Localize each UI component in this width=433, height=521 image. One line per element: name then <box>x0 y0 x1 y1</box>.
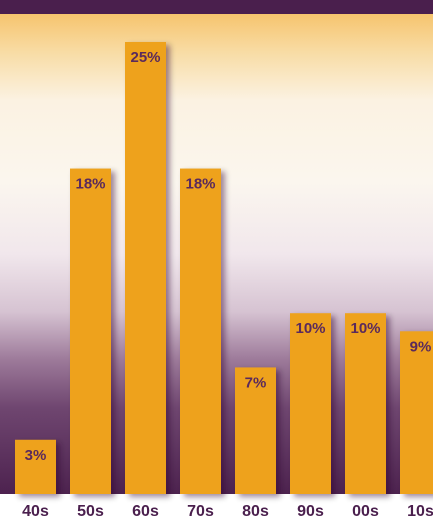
x-tick-label: 90s <box>297 503 324 520</box>
bar-value-label: 18% <box>75 176 105 193</box>
bars-group <box>15 42 433 494</box>
value-labels-group: 3% 18% 25% 18% 7% 10% 10% 9% <box>25 49 432 464</box>
x-tick-label: 10s <box>407 503 433 520</box>
bar-80s <box>235 367 276 494</box>
bar-00s <box>345 313 386 494</box>
x-tick-labels-group: 40s 50s 60s 70s 80s 90s 00s 10s <box>22 503 433 520</box>
x-tick-label: 70s <box>187 503 214 520</box>
bar-50s <box>70 168 111 494</box>
bar-value-label: 25% <box>130 49 160 66</box>
x-tick-label: 00s <box>352 503 379 520</box>
bar-value-label: 10% <box>295 320 325 337</box>
x-tick-label: 80s <box>242 503 269 520</box>
bar-value-label: 3% <box>25 447 47 464</box>
bar-40s <box>15 439 56 494</box>
bar-value-label: 18% <box>185 176 215 193</box>
bar-value-label: 10% <box>350 320 380 337</box>
x-tick-label: 50s <box>77 503 104 520</box>
bar-70s <box>180 168 221 494</box>
x-tick-label: 40s <box>22 503 49 520</box>
x-tick-label: 60s <box>132 503 159 520</box>
bar-value-label: 9% <box>410 338 432 355</box>
bar-90s <box>290 313 331 494</box>
chart-title-bar <box>0 0 433 14</box>
bar-value-label: 7% <box>245 374 267 391</box>
bar-60s <box>125 42 166 494</box>
bar-10s <box>400 331 433 494</box>
